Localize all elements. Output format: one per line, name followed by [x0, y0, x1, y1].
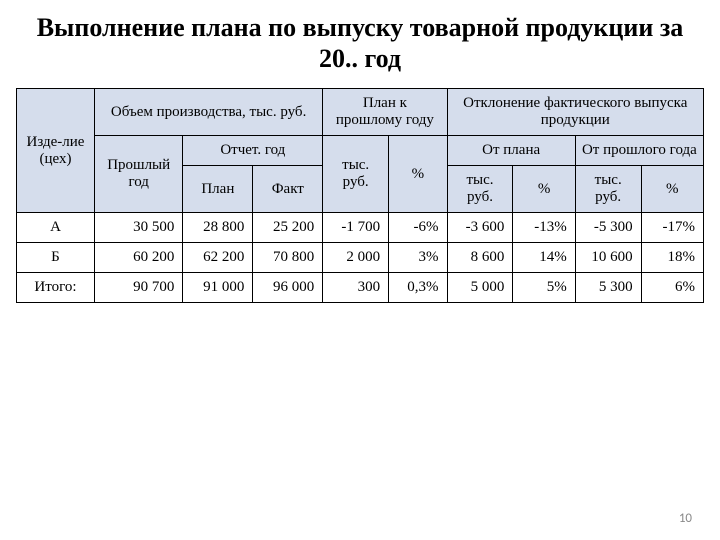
- cell-fact: 25 200: [253, 213, 323, 243]
- table-header: Изде-лие (цех) Объем производства, тыс. …: [17, 89, 704, 213]
- table-row: Итого: 90 700 91 000 96 000 300 0,3% 5 0…: [17, 273, 704, 303]
- cell-planprev-pct: 3%: [389, 243, 447, 273]
- cell-devprev-abs: -5 300: [575, 213, 641, 243]
- col-planprev-abs: тыс. руб.: [323, 136, 389, 213]
- cell-devprev-pct: -17%: [641, 213, 703, 243]
- cell-prev: 90 700: [94, 273, 182, 303]
- cell-planprev-abs: -1 700: [323, 213, 389, 243]
- cell-planprev-pct: -6%: [389, 213, 447, 243]
- col-devplan-abs: тыс. руб.: [447, 166, 513, 213]
- table-body: А 30 500 28 800 25 200 -1 700 -6% -3 600…: [17, 213, 704, 303]
- cell-planprev-abs: 2 000: [323, 243, 389, 273]
- col-from-prev: От прошлого года: [575, 136, 703, 166]
- cell-plan: 28 800: [183, 213, 253, 243]
- cell-devprev-pct: 18%: [641, 243, 703, 273]
- cell-fact: 96 000: [253, 273, 323, 303]
- cell-plan: 62 200: [183, 243, 253, 273]
- col-devprev-abs: тыс. руб.: [575, 166, 641, 213]
- production-table: Изде-лие (цех) Объем производства, тыс. …: [16, 88, 704, 303]
- cell-devplan-pct: 5%: [513, 273, 575, 303]
- page-title: Выполнение плана по выпуску товарной про…: [16, 12, 704, 74]
- cell-label: Итого:: [17, 273, 95, 303]
- cell-fact: 70 800: [253, 243, 323, 273]
- col-deviation-group: Отклонение фактического выпуска продукци…: [447, 89, 703, 136]
- col-report-year: Отчет. год: [183, 136, 323, 166]
- col-devprev-pct: %: [641, 166, 703, 213]
- cell-plan: 91 000: [183, 273, 253, 303]
- cell-devplan-abs: 8 600: [447, 243, 513, 273]
- cell-devprev-abs: 5 300: [575, 273, 641, 303]
- col-fact: Факт: [253, 166, 323, 213]
- col-plan-prev-group: План к прошлому году: [323, 89, 447, 136]
- cell-devplan-abs: -3 600: [447, 213, 513, 243]
- cell-devplan-abs: 5 000: [447, 273, 513, 303]
- col-volume-group: Объем производства, тыс. руб.: [94, 89, 322, 136]
- col-planprev-pct: %: [389, 136, 447, 213]
- col-plan: План: [183, 166, 253, 213]
- col-product: Изде-лие (цех): [17, 89, 95, 213]
- cell-label: А: [17, 213, 95, 243]
- page-number: 10: [679, 511, 692, 526]
- col-devplan-pct: %: [513, 166, 575, 213]
- cell-devprev-pct: 6%: [641, 273, 703, 303]
- cell-prev: 30 500: [94, 213, 182, 243]
- cell-label: Б: [17, 243, 95, 273]
- table-row: Б 60 200 62 200 70 800 2 000 3% 8 600 14…: [17, 243, 704, 273]
- cell-devplan-pct: 14%: [513, 243, 575, 273]
- cell-planprev-abs: 300: [323, 273, 389, 303]
- table-row: А 30 500 28 800 25 200 -1 700 -6% -3 600…: [17, 213, 704, 243]
- col-from-plan: От плана: [447, 136, 575, 166]
- cell-planprev-pct: 0,3%: [389, 273, 447, 303]
- cell-prev: 60 200: [94, 243, 182, 273]
- col-prev-year: Прошлый год: [94, 136, 182, 213]
- cell-devplan-pct: -13%: [513, 213, 575, 243]
- cell-devprev-abs: 10 600: [575, 243, 641, 273]
